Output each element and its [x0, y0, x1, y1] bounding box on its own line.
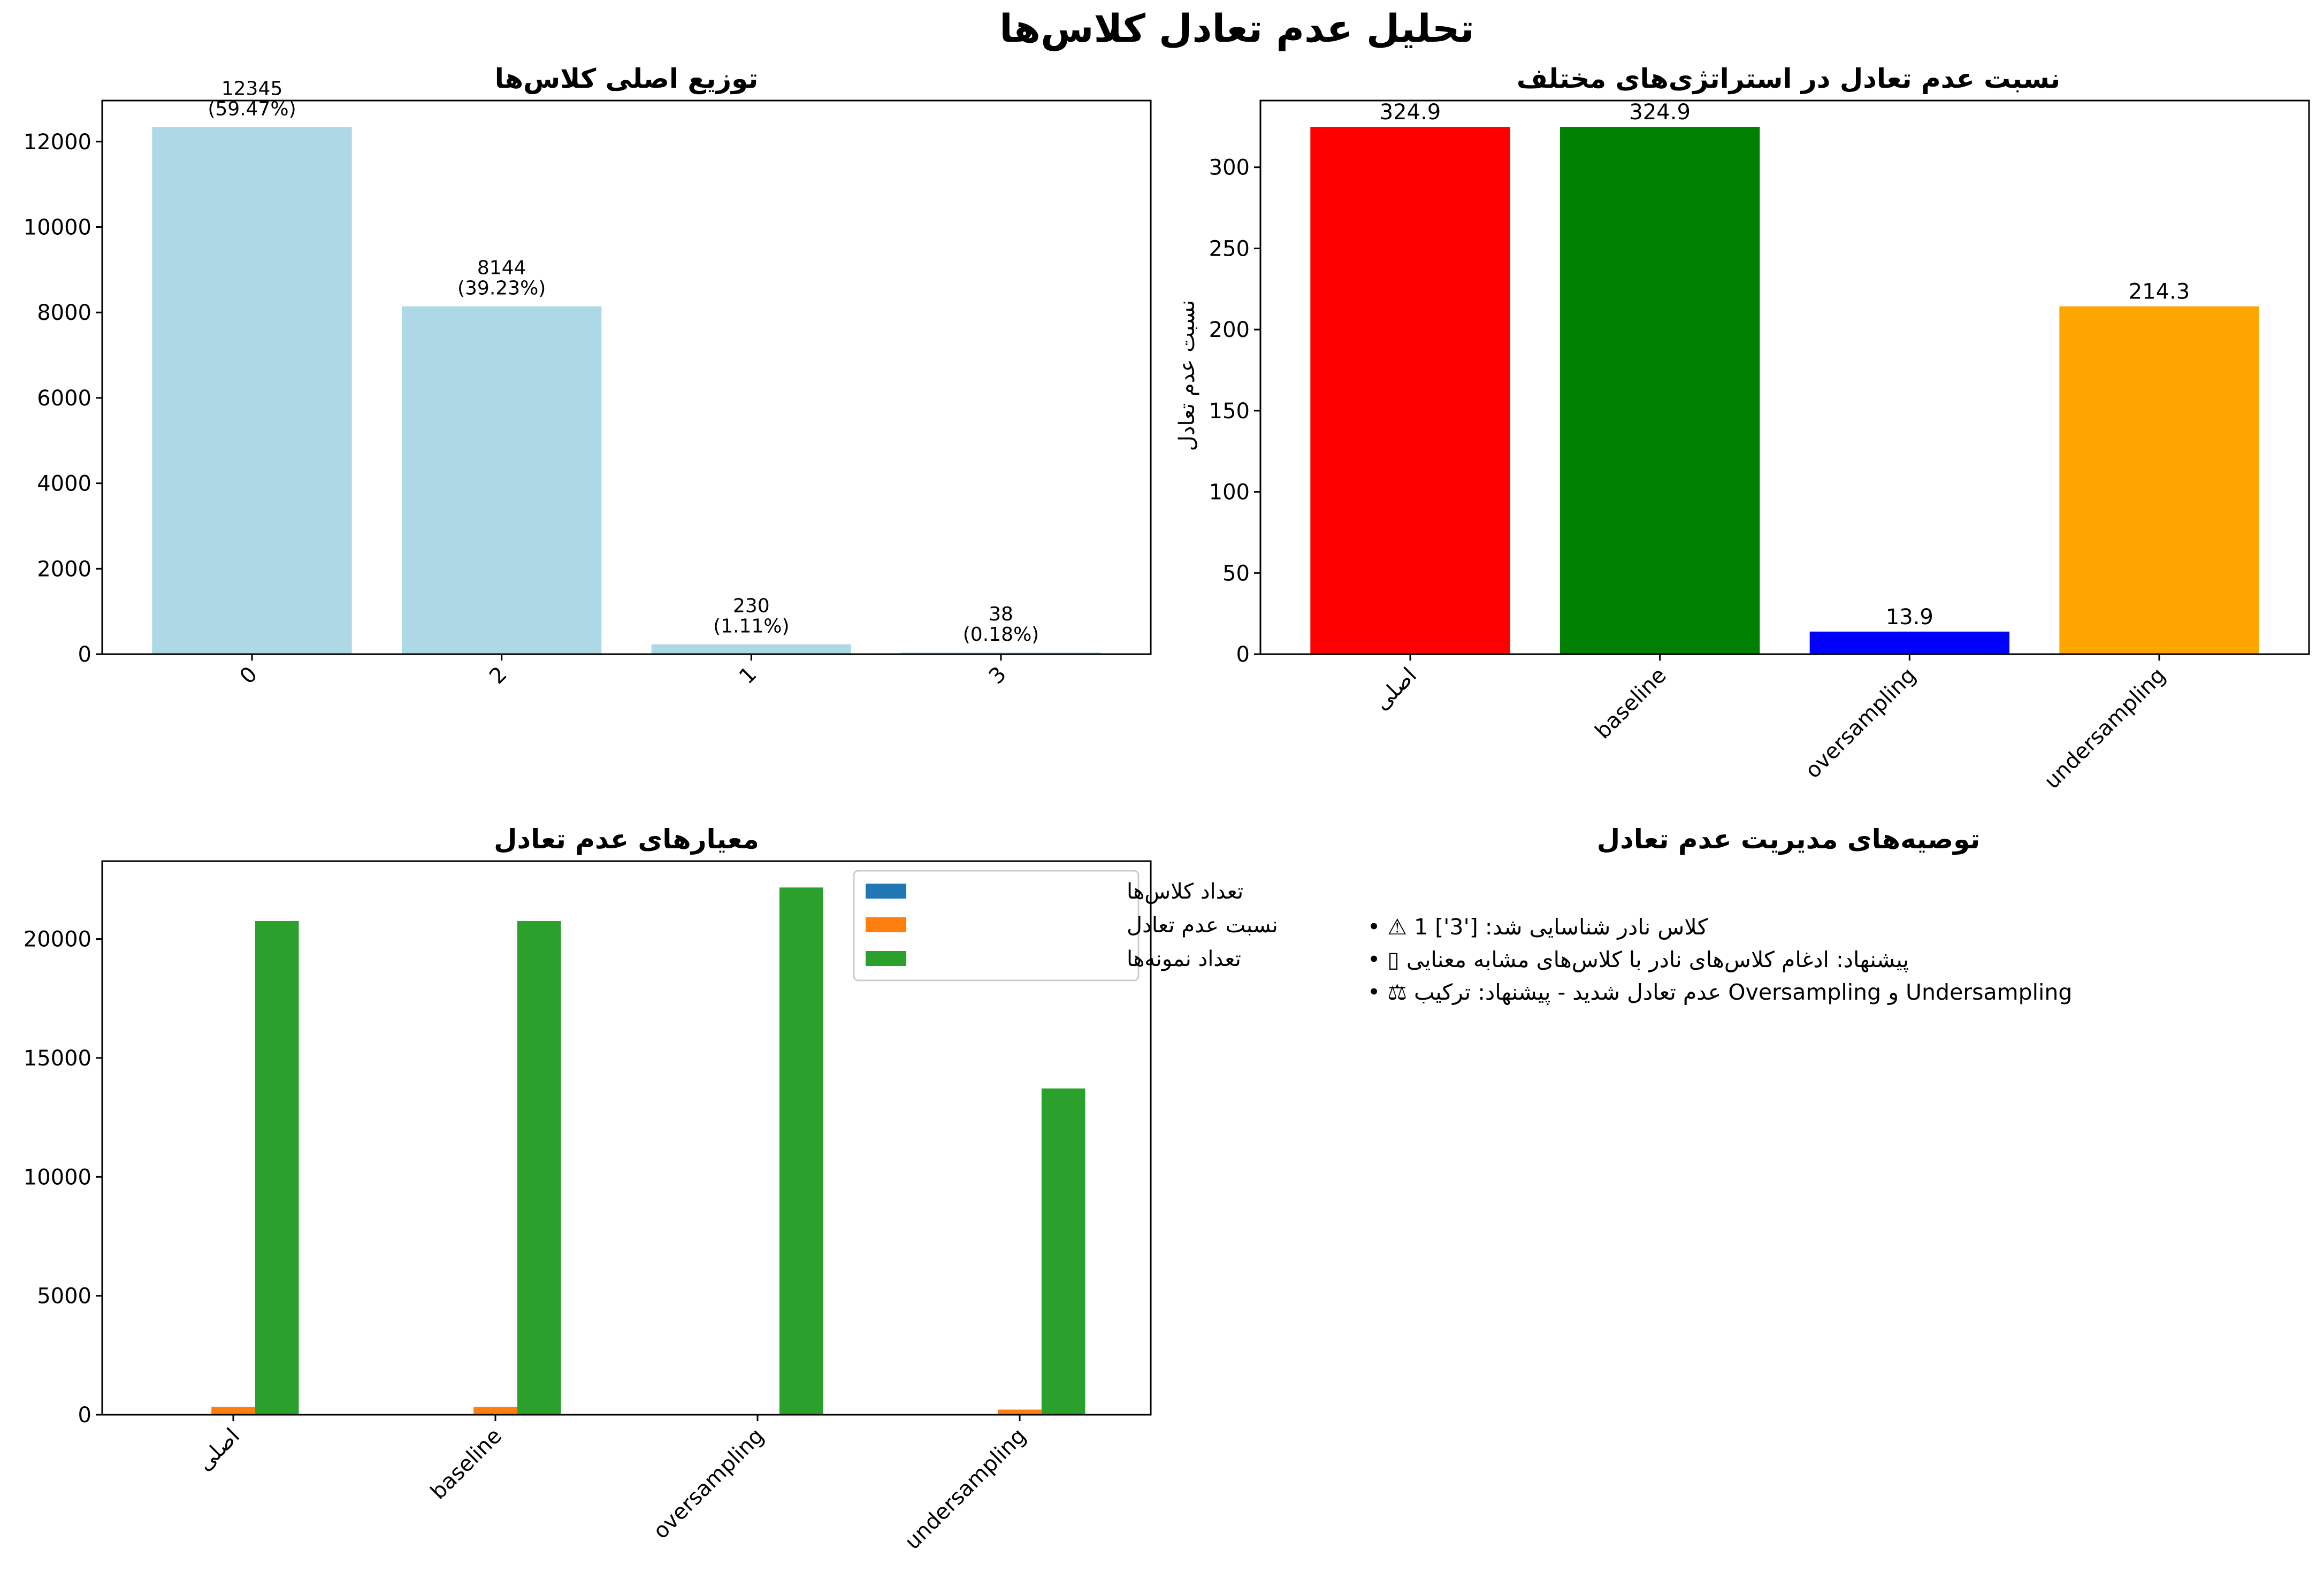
- imb-metrics-bar: [779, 887, 823, 1415]
- legend-entry: نسبت عدم تعادل: [1127, 913, 1278, 938]
- imb-metrics-axes-frame: [101, 860, 1152, 1416]
- recommendation-item: • ▯ پیشنهاد: ادغام کلاس‌های نادر با کلاس…: [1367, 947, 1909, 973]
- class-dist-bar: [901, 652, 1101, 654]
- class-dist-bar: [651, 644, 851, 654]
- class-dist-bar: [402, 306, 602, 654]
- imb-ratio-bar-label: 324.9: [1380, 100, 1441, 125]
- class-dist-ytick-label: 10000: [24, 216, 91, 240]
- imb-metrics-legend: تعداد کلاس‌ها نسبت عدم تعادل تعداد نمونه‌ه…: [853, 870, 1278, 981]
- class-dist-ytick-label: 6000: [37, 386, 91, 411]
- recommendation-item: • ⚖ عدم تعادل شدید - پیشنهاد: ترکیب Over…: [1367, 979, 2072, 1006]
- imb-ratio-bar: [2059, 306, 2259, 654]
- imb-ratio-axes-frame: [1259, 99, 2310, 655]
- class-distribution-title: توزیع اصلی کلاس‌ها: [495, 63, 759, 95]
- class-dist-ytick-label: 12000: [24, 130, 91, 155]
- legend-swatch: [866, 917, 906, 932]
- class-dist-bar-label: (1.11%): [713, 616, 789, 638]
- figure-title: تحلیل عدم تعادل کلاس‌ها: [999, 6, 1474, 51]
- class-dist-bar-label: 12345: [221, 78, 283, 99]
- class-dist-bar-label: (39.23%): [457, 278, 546, 300]
- imb-metrics-bar: [517, 921, 561, 1415]
- imb-metrics-bar: [255, 921, 299, 1415]
- imb-ratio-ytick-label: 150: [1209, 399, 1250, 424]
- imb-metrics-ytick-label: 15000: [24, 1046, 91, 1071]
- imb-metrics-bar: [1041, 1088, 1085, 1415]
- imb-ratio-bar: [1560, 127, 1760, 655]
- imb-ratio-ytick-label: 0: [1236, 642, 1250, 667]
- imb-ratio-ytick-label: 300: [1209, 156, 1250, 180]
- class-dist-bar-label: 8144: [477, 257, 526, 279]
- recommendations-title: توصیه‌های مدیریت عدم تعادل: [1597, 824, 1981, 855]
- imb-metrics-bar: [211, 1407, 255, 1415]
- imb-metrics-ytick-label: 10000: [24, 1165, 91, 1190]
- imb-ratio-bar-label: 214.3: [2129, 280, 2190, 304]
- legend-swatch: [866, 951, 906, 966]
- imb-ratio-bar: [1809, 631, 2009, 654]
- class-dist-bar: [152, 127, 352, 654]
- class-dist-ytick-label: 0: [78, 642, 91, 667]
- imb-ratio-ytick-label: 200: [1209, 318, 1250, 342]
- class-dist-axes-frame: [101, 99, 1152, 655]
- imb-metrics-bar: [998, 1409, 1042, 1415]
- imb-metrics-ytick-label: 0: [78, 1403, 91, 1428]
- imb-metrics-bar: [473, 1407, 517, 1415]
- imb-ratio-bar-label: 13.9: [1886, 605, 1933, 630]
- legend-entry: تعداد نمونه‌ها: [1127, 947, 1241, 971]
- legend-box: [853, 870, 1140, 981]
- imbalance-metrics-title: معیارهای عدم تعادل: [494, 824, 759, 855]
- class-dist-ytick-label: 2000: [37, 557, 91, 581]
- imbalance-ratio-chart: نسبت عدم تعادل در استراتژی‌های مختلف نسب…: [1175, 63, 2310, 794]
- imb-ratio-ytick-label: 100: [1209, 480, 1250, 505]
- imb-metrics-ytick-label: 20000: [24, 927, 91, 952]
- legend-swatch: [866, 884, 906, 899]
- imb-ratio-ytick-label: 50: [1222, 561, 1250, 586]
- imbalance-ratio-title: نسبت عدم تعادل در استراتژی‌های مختلف: [1517, 63, 2060, 95]
- class-dist-ytick-label: 4000: [37, 472, 91, 496]
- imb-metrics-ytick-label: 5000: [37, 1284, 91, 1309]
- imb-ratio-bar-label: 324.9: [1629, 100, 1691, 125]
- legend-entry: تعداد کلاس‌ها: [1127, 879, 1243, 904]
- imbalance-ratio-ylabel: نسبت عدم تعادل: [1175, 300, 1199, 451]
- imb-ratio-ytick-label: 250: [1209, 236, 1250, 261]
- class-dist-bar-label: (0.18%): [963, 624, 1039, 646]
- class-dist-ytick-label: 8000: [37, 301, 91, 325]
- imb-ratio-bar: [1310, 127, 1510, 655]
- class-dist-bar-label: (59.47%): [208, 98, 296, 120]
- class-dist-bar-label: 230: [733, 595, 770, 617]
- class-distribution-chart: توزیع اصلی کلاس‌ها 0 2000 4000 6000 8000 1000…: [24, 63, 1152, 689]
- recommendations-panel: توصیه‌های مدیریت عدم تعادل • ⚠ 1 کلاس نا…: [1367, 824, 2072, 1006]
- class-dist-bar-label: 38: [989, 603, 1013, 625]
- recommendation-item: • ⚠ 1 کلاس نادر شناسایی شد: ['3']: [1367, 914, 1708, 940]
